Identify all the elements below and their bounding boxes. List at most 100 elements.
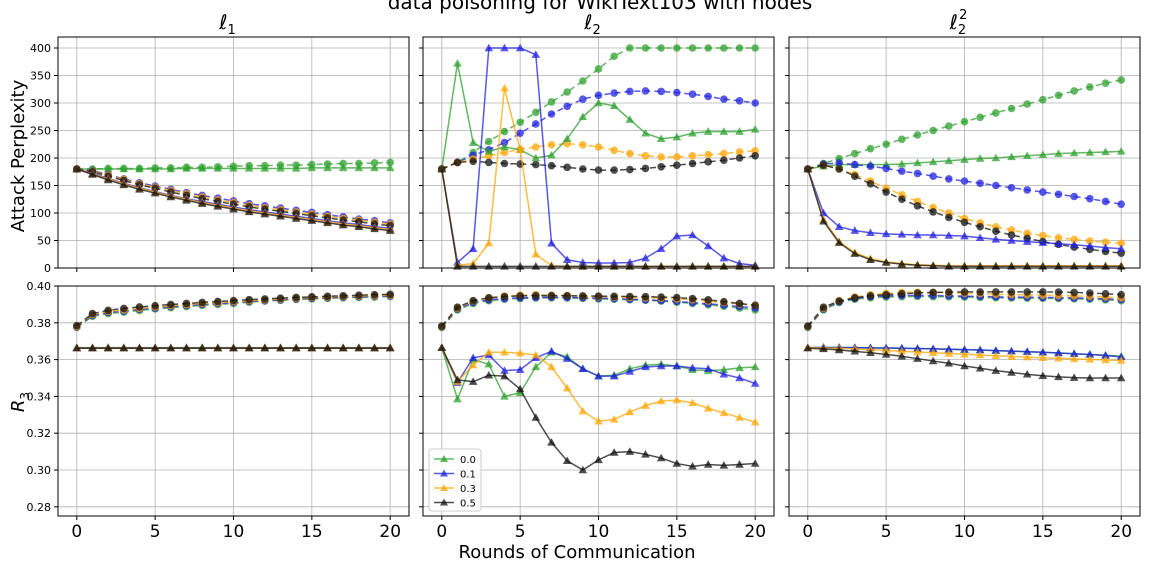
x-tick-label: 15 (666, 522, 688, 542)
data-point (688, 90, 697, 98)
data-point (819, 344, 828, 353)
data-point (881, 258, 891, 266)
data-point (944, 349, 954, 357)
data-point (531, 153, 541, 162)
data-point (119, 343, 129, 352)
data-point (1086, 83, 1094, 91)
data-point (119, 180, 129, 189)
data-point (578, 465, 588, 474)
data-point (532, 143, 540, 151)
data-point (594, 455, 603, 464)
data-point (866, 180, 875, 188)
data-point (469, 296, 477, 305)
data-point (866, 162, 875, 171)
data-point (515, 384, 525, 393)
data-point (484, 347, 494, 356)
data-point (1022, 237, 1032, 245)
data-point (1022, 352, 1032, 361)
y-tick-label: 0.30 (27, 464, 52, 477)
data-point (898, 167, 906, 175)
data-point (1054, 354, 1063, 362)
data-point (1039, 231, 1047, 240)
data-point (1117, 239, 1125, 248)
x-tick-label: 0 (802, 522, 813, 542)
data-point (944, 358, 954, 367)
data-point (945, 175, 953, 183)
series-line-0.3-dashed (441, 142, 756, 170)
data-point (960, 218, 969, 227)
data-point (672, 395, 682, 404)
data-point (991, 366, 1001, 374)
legend-marker (440, 455, 448, 462)
data-point (719, 127, 729, 135)
data-point (835, 159, 843, 167)
series-line-0.5-dashed (807, 164, 1122, 254)
data-point (531, 350, 541, 359)
data-point (672, 361, 682, 370)
data-point (719, 461, 729, 469)
data-point (1101, 289, 1110, 298)
data-point (960, 155, 969, 163)
data-point (1085, 350, 1095, 358)
data-point (656, 244, 666, 252)
data-point (913, 169, 922, 178)
y-tick-label: 0.36 (27, 354, 52, 367)
data-point (704, 44, 712, 52)
data-point (484, 370, 494, 379)
data-point (626, 44, 634, 52)
data-point (610, 52, 618, 61)
row-ylabel-r3: R3 (8, 392, 32, 412)
data-point (72, 164, 82, 173)
data-point (735, 363, 744, 372)
data-point (579, 141, 587, 149)
data-point (735, 373, 744, 382)
data-point (594, 371, 603, 380)
data-point (609, 415, 619, 423)
data-point (625, 115, 635, 123)
x-tick-label: 5 (515, 522, 526, 542)
figure-xlabel: Rounds of Communication (459, 542, 696, 563)
data-point (72, 343, 82, 352)
data-point (182, 299, 191, 308)
data-point (594, 292, 603, 300)
data-point (1023, 100, 1031, 108)
data-point (944, 156, 954, 164)
data-point (453, 158, 462, 167)
data-point (135, 343, 144, 352)
data-point (594, 166, 603, 174)
data-point (594, 416, 603, 425)
data-point (515, 145, 525, 153)
subplot-r0-c0: 0 50 100 150 200 250 300 350 400 ℓ1 (30, 10, 410, 275)
data-point (1117, 76, 1125, 84)
data-point (323, 292, 332, 301)
data-point (626, 165, 634, 174)
data-point (1038, 371, 1048, 380)
data-point (323, 218, 332, 227)
data-point (1101, 373, 1110, 382)
legend-entry: 0.3 (434, 484, 476, 495)
data-point (625, 407, 635, 416)
data-point (182, 164, 191, 172)
data-point (229, 343, 238, 352)
data-point (688, 363, 697, 372)
data-point (673, 161, 681, 169)
data-point (103, 164, 113, 173)
panel-title-subscript: 2 (958, 23, 966, 38)
data-point (929, 172, 937, 180)
panel-title-base: ℓ (949, 10, 958, 34)
data-point (532, 291, 540, 300)
data-point (735, 460, 744, 468)
data-point (1007, 288, 1016, 296)
data-point (975, 345, 985, 354)
data-point (484, 147, 494, 155)
series-line-0.0-dashed (807, 295, 1122, 328)
data-point (1007, 346, 1016, 355)
data-point (719, 370, 729, 378)
data-point (515, 365, 525, 373)
data-point (531, 249, 541, 258)
data-point (626, 292, 634, 301)
data-point (719, 253, 729, 262)
data-point (547, 238, 556, 247)
data-point (1101, 147, 1110, 156)
legend-marker (440, 484, 448, 491)
